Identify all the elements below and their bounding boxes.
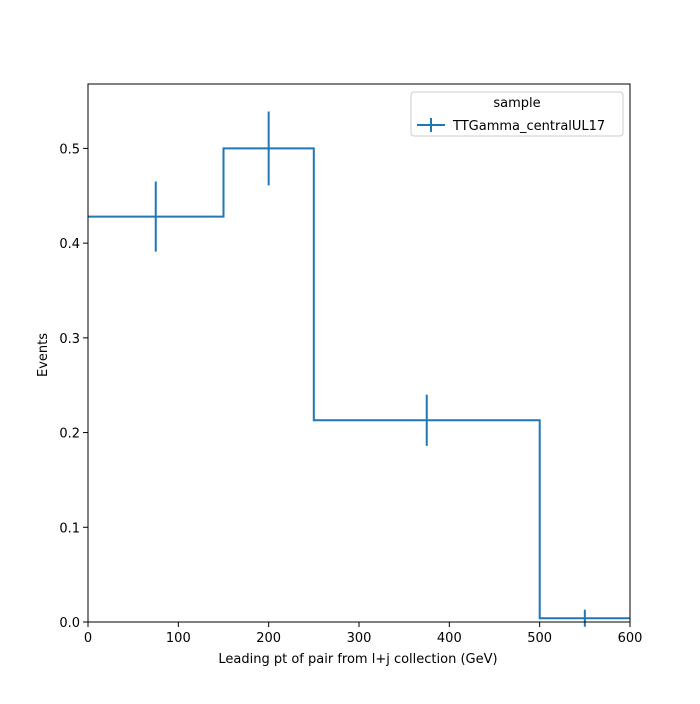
y-tick-label: 0.5 (59, 142, 80, 157)
x-tick-label: 500 (527, 631, 552, 646)
x-tick-label: 200 (256, 631, 281, 646)
x-tick-label: 0 (84, 631, 92, 646)
legend: sample TTGamma_centralUL17 (411, 92, 623, 136)
y-tick-label: 0.3 (59, 332, 80, 347)
y-tick-label: 0.1 (59, 521, 80, 536)
x-tick-label: 100 (166, 631, 191, 646)
x-tick-label: 300 (347, 631, 372, 646)
x-tick-label: 600 (618, 631, 643, 646)
y-tick-label: 0.0 (59, 616, 80, 631)
x-axis-label: Leading pt of pair from l+j collection (… (218, 652, 497, 667)
y-tick-label: 0.2 (59, 427, 80, 442)
y-tick-label: 0.4 (59, 237, 80, 252)
x-tick-label: 400 (437, 631, 462, 646)
y-axis-label: Events (36, 333, 51, 377)
legend-entry-label: TTGamma_centralUL17 (452, 119, 605, 134)
legend-title: sample (493, 96, 540, 111)
